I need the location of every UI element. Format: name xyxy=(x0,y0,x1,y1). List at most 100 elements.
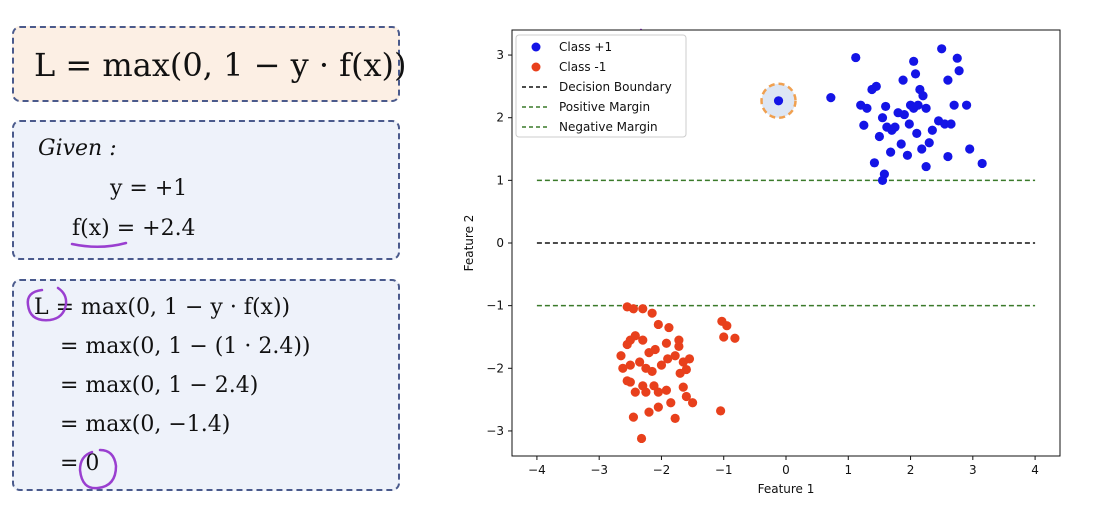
class-pos-point xyxy=(918,91,928,101)
boundary-lines xyxy=(536,179,1036,307)
step-line: = max(0, −1.4) xyxy=(60,412,231,437)
class-neg-point xyxy=(650,344,660,355)
legend: Class +1 Class -1 Decision Boundary Posi… xyxy=(515,34,687,138)
x-tick-label: 3 xyxy=(969,463,977,477)
step-line: = max(0, 1 − 2.4) xyxy=(60,373,259,398)
class-pos-point xyxy=(886,147,896,157)
class-pos-point xyxy=(965,144,975,154)
legend-label-class-pos: Class +1 xyxy=(559,40,612,54)
given-y-value: y = +1 xyxy=(110,176,188,201)
class-pos-point xyxy=(879,169,889,179)
legend-label-class-neg: Class -1 xyxy=(559,60,606,74)
x-tick-label: 0 xyxy=(782,463,790,477)
class-neg-point xyxy=(622,339,632,350)
x-tick-label: −2 xyxy=(653,463,671,477)
class-pos-point xyxy=(869,158,880,168)
class-neg-point xyxy=(638,335,648,345)
class-neg-point xyxy=(641,387,651,397)
x-tick-label: −4 xyxy=(528,463,546,477)
class-pos-point xyxy=(877,113,888,123)
class-neg-point xyxy=(635,357,645,367)
x-tick-label: −1 xyxy=(715,463,733,477)
step-line: = max(0, 1 − (1 · 2.4)) xyxy=(60,334,311,359)
class-pos-point xyxy=(921,161,931,172)
class-pos-point xyxy=(943,151,953,162)
class-neg-point xyxy=(674,341,684,351)
class-pos-point xyxy=(881,101,891,112)
class-pos-point xyxy=(898,75,908,85)
given-box: Given : y = +1 f(x) = +2.4 xyxy=(12,120,400,260)
class-pos-point xyxy=(902,150,913,160)
class-pos-point xyxy=(874,131,885,142)
class-neg-point xyxy=(681,364,691,375)
class-pos-point xyxy=(913,100,923,110)
class-pos-point xyxy=(910,69,921,79)
class-pos-point xyxy=(949,100,959,110)
given-fx-value: f(x) = +2.4 xyxy=(72,216,196,241)
class-neg-point xyxy=(661,338,672,348)
y-tick-label: −2 xyxy=(486,361,504,375)
class-neg-point xyxy=(653,387,663,397)
class-pos-point xyxy=(977,158,987,169)
class-pos-point xyxy=(927,125,937,135)
class-pos-point xyxy=(909,56,919,66)
class-pos-point xyxy=(921,103,931,113)
class-neg-point xyxy=(681,391,691,402)
class-pos-point xyxy=(896,139,906,149)
class-pos-point xyxy=(917,144,927,154)
y-tick-label: −1 xyxy=(486,299,504,313)
class-neg-point xyxy=(618,363,628,373)
class-pos-point xyxy=(862,103,872,113)
class-pos-point xyxy=(851,52,861,63)
class-neg-point xyxy=(636,433,647,444)
legend-label-negative: Negative Margin xyxy=(559,120,658,134)
class-pos-point xyxy=(826,93,836,103)
class-neg-point xyxy=(663,354,673,364)
class-pos-point xyxy=(924,138,934,148)
class-pos-point xyxy=(859,120,869,130)
y-tick-label: −3 xyxy=(486,424,504,438)
class-neg-point xyxy=(644,407,654,417)
class-pos-point xyxy=(890,122,900,132)
class-neg-point xyxy=(625,377,635,387)
class-pos-point xyxy=(954,66,964,76)
class-neg-point xyxy=(656,360,667,370)
class-pos-point xyxy=(946,119,956,129)
calculation-steps-box: L = max(0, 1 − y · f(x)) = max(0, 1 − (1… xyxy=(12,279,400,491)
step-line: L = max(0, 1 − y · f(x)) xyxy=(34,295,291,320)
y-tick-label: 2 xyxy=(496,111,504,125)
class-neg-point xyxy=(722,321,732,331)
x-axis-ticks: −4 −3 −2 −1 0 1 2 3 4 xyxy=(528,456,1039,477)
y-tick-label: 1 xyxy=(496,173,504,187)
class-neg-point xyxy=(628,412,639,422)
legend-marker-class-neg xyxy=(531,62,541,72)
class-neg-point xyxy=(664,322,674,333)
class-neg-point xyxy=(666,398,676,408)
highlighted-point xyxy=(773,96,784,106)
class-neg-point xyxy=(678,382,688,392)
class-pos-point xyxy=(952,53,962,63)
scatter-chart: −4 −3 −2 −1 0 1 2 3 4 −3 −2 −1 0 1 2 3 Feature 1 Featu… xyxy=(462,29,1061,496)
class-neg-point xyxy=(670,413,680,424)
data-points xyxy=(616,44,987,444)
class-neg-point xyxy=(625,360,635,370)
class-pos-point xyxy=(899,109,909,120)
y-axis-ticks: −3 −2 −1 0 1 2 3 xyxy=(486,48,512,438)
class-neg-point xyxy=(653,402,663,412)
class-pos-point xyxy=(943,75,953,85)
class-neg-point xyxy=(628,304,639,314)
x-axis-label: Feature 1 xyxy=(758,482,815,496)
class-neg-point xyxy=(616,351,626,361)
y-tick-label: 0 xyxy=(496,236,504,250)
class-neg-point xyxy=(630,331,640,341)
class-neg-point xyxy=(670,351,680,361)
class-neg-point xyxy=(730,333,740,343)
given-heading: Given : xyxy=(38,136,117,161)
legend-label-positive: Positive Margin xyxy=(559,100,650,114)
class-neg-point xyxy=(630,387,640,397)
y-axis-label: Feature 2 xyxy=(462,215,476,272)
class-neg-point xyxy=(638,304,648,314)
class-neg-point xyxy=(653,319,663,330)
step-result: = 0 xyxy=(60,451,100,476)
class-pos-point xyxy=(912,128,922,138)
